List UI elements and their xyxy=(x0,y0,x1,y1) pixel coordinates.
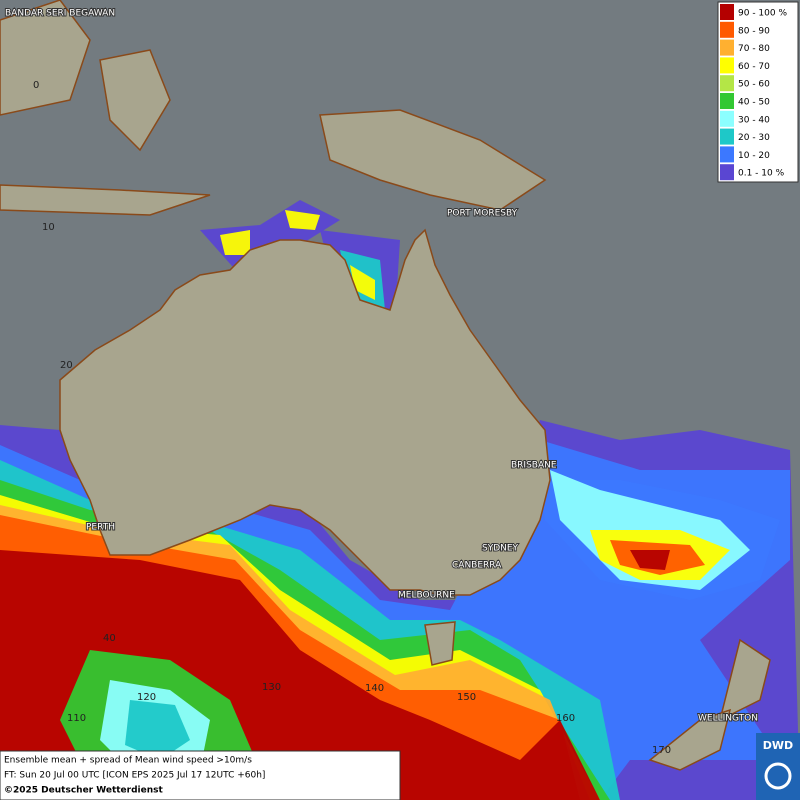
legend-swatch xyxy=(720,110,734,127)
legend-swatch xyxy=(720,57,734,74)
city-label: BANDAR SERI BEGAWAN xyxy=(5,9,115,19)
grid-label: 150 xyxy=(457,692,476,703)
legend-label: 20 - 30 xyxy=(738,133,770,143)
grid-label: 110 xyxy=(67,713,86,724)
grid-label: 140 xyxy=(365,683,384,694)
logo: DWD xyxy=(763,739,793,752)
city-label: WELLINGTON xyxy=(698,714,758,724)
legend: 90 - 100 % 80 - 90 70 - 80 60 - 70 50 - 60 40… xyxy=(720,4,787,181)
legend-label: 30 - 40 xyxy=(738,115,770,125)
grid-label: 10 xyxy=(42,222,55,233)
grid-label: 0 xyxy=(33,80,39,91)
wind-area xyxy=(285,210,320,230)
city-label: SYDNEY xyxy=(482,544,519,554)
legend-label: 80 - 90 xyxy=(738,26,770,36)
city-label: BRISBANE xyxy=(511,461,557,471)
legend-swatch xyxy=(720,128,734,145)
grid-label: 160 xyxy=(556,713,575,724)
legend-label: 0.1 - 10 % xyxy=(738,169,785,179)
wind-area xyxy=(125,700,190,760)
legend-swatch xyxy=(720,146,734,163)
footer-line: Ensemble mean + spread of Mean wind spee… xyxy=(4,756,252,766)
grid-label: 170 xyxy=(652,745,671,756)
legend-swatch xyxy=(720,93,734,109)
legend-label: 10 - 20 xyxy=(738,151,770,161)
city-label: PERTH xyxy=(86,523,115,533)
land xyxy=(0,0,771,771)
legend-swatch xyxy=(720,21,734,38)
legend-label: 70 - 80 xyxy=(738,44,770,54)
footer-line: ©2025 Deutscher Wetterdienst xyxy=(4,786,163,796)
grid-label: 120 xyxy=(137,692,156,703)
wind-area xyxy=(220,230,250,255)
city-label: MELBOURNE xyxy=(398,591,455,601)
grid-label: 130 xyxy=(262,682,281,693)
legend-label: 60 - 70 xyxy=(738,62,770,72)
logo-icon xyxy=(764,762,792,790)
wind-area xyxy=(630,550,670,570)
city-label: PORT MORESBY xyxy=(447,209,518,219)
legend-swatch xyxy=(720,75,734,92)
footer-line: FT: Sun 20 Jul 00 UTC [ICON EPS 2025 Jul… xyxy=(4,771,265,781)
wind-area xyxy=(350,265,375,300)
legend-label: 90 - 100 % xyxy=(738,9,787,19)
city-label: CANBERRA xyxy=(452,561,502,571)
legend-swatch xyxy=(720,164,734,181)
legend-swatch xyxy=(720,39,734,56)
legend-label: 40 - 50 xyxy=(738,98,770,108)
legend-label: 50 - 60 xyxy=(738,80,770,90)
grid-label: 20 xyxy=(60,360,73,371)
grid-label: 40 xyxy=(103,633,116,644)
legend-swatch xyxy=(720,4,734,20)
labels: BANDAR SERI BEGAWAN PORT MORESBY BRISBANE P… xyxy=(4,8,759,757)
